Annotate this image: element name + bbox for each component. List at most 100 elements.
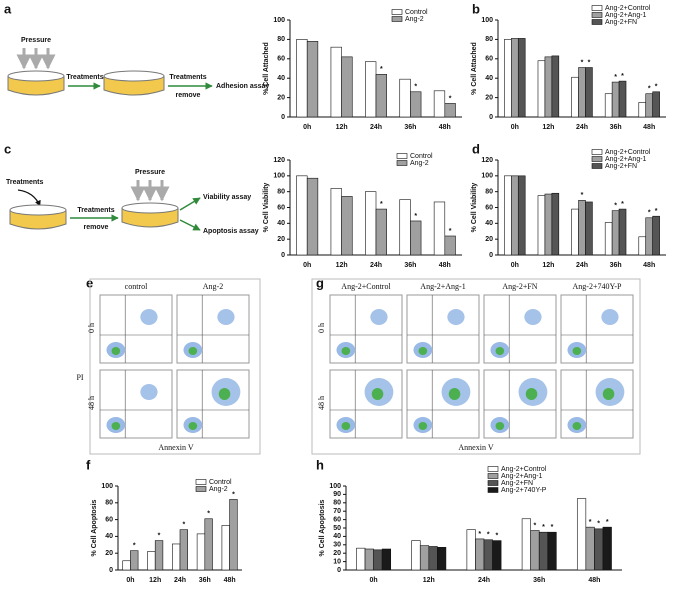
- y-tick-label: 0: [109, 567, 113, 574]
- bar: [330, 46, 342, 118]
- legend-label: Control: [410, 153, 433, 160]
- bar: [530, 530, 540, 571]
- x-tick-label: 48h: [643, 124, 655, 131]
- x-tick-label: 36h: [610, 124, 622, 131]
- significance-star: *: [133, 543, 136, 550]
- x-tick-label: 48h: [439, 124, 451, 131]
- step-label: Treatments: [169, 74, 206, 81]
- y-tick-label: 60: [105, 516, 113, 523]
- bar: [585, 67, 593, 118]
- significance-star: *: [551, 524, 554, 531]
- legend-swatch: [487, 466, 499, 472]
- step-arrow: [179, 197, 201, 211]
- cell-cluster-core: [495, 347, 505, 355]
- panel-label: a: [4, 1, 12, 16]
- significance-star: *: [414, 84, 417, 91]
- y-tick-label: 20: [105, 550, 113, 557]
- bar: [433, 90, 446, 118]
- significance-star: *: [207, 511, 210, 518]
- bar: [399, 199, 411, 256]
- bar: [147, 551, 156, 571]
- y-tick-label: 60: [277, 56, 285, 63]
- bar: [585, 201, 593, 256]
- cell-cluster-core: [111, 347, 121, 355]
- significance-star: *: [648, 86, 651, 93]
- pressure-label: Pressure: [21, 37, 51, 44]
- y-axis-label: % Cell Viability: [263, 183, 270, 233]
- bar: [638, 236, 647, 256]
- bar: [578, 200, 586, 256]
- x-tick-label: 36h: [404, 262, 416, 269]
- significance-star: *: [621, 201, 624, 208]
- x-tick-label: 48h: [224, 577, 236, 584]
- x-tick-label: 12h: [542, 262, 554, 269]
- legend-swatch: [591, 12, 603, 18]
- y-tick-label: 60: [333, 516, 341, 523]
- significance-star: *: [232, 491, 235, 498]
- x-tick-label: 24h: [370, 124, 382, 131]
- bar: [196, 533, 206, 571]
- bar: [122, 560, 131, 571]
- y-tick-label: 100: [481, 17, 493, 24]
- significance-star: *: [449, 95, 452, 102]
- cell-cluster-core: [341, 347, 351, 355]
- legend-swatch: [195, 486, 207, 492]
- flow-row-label: 0 h: [87, 323, 96, 333]
- significance-star: *: [534, 522, 537, 529]
- bar: [544, 56, 553, 118]
- y-tick-label: 80: [277, 36, 285, 43]
- cell-cluster: [140, 384, 158, 400]
- legend-label: Ang-2+Ang-1: [605, 12, 647, 19]
- panel-label: d: [472, 141, 480, 156]
- legend-swatch: [591, 163, 603, 169]
- y-axis-label: % Cell Attached: [263, 42, 270, 95]
- legend-swatch: [487, 487, 499, 493]
- bar: [375, 208, 387, 256]
- assay-label: Viability assay: [203, 194, 251, 201]
- bar: [645, 93, 653, 118]
- y-tick-label: 0: [281, 252, 285, 259]
- legend-label: Ang-2+740Y-P: [501, 487, 547, 494]
- y-tick-label: 60: [485, 56, 493, 63]
- cell-cluster-core: [111, 422, 121, 430]
- cell-cluster-core: [218, 388, 231, 400]
- bar: [365, 191, 377, 256]
- legend-label: Control: [209, 479, 232, 486]
- bar: [466, 529, 476, 571]
- x-tick-label: 24h: [576, 124, 588, 131]
- bar: [504, 175, 512, 256]
- flow-y-label: PI: [76, 373, 83, 382]
- x-tick-label: 48h: [588, 577, 600, 584]
- bar: [551, 55, 560, 118]
- bar: [578, 67, 586, 118]
- bar: [551, 192, 560, 256]
- panel-label: b: [472, 1, 480, 16]
- flow-column-label: Ang-2+Ang-1: [420, 282, 465, 291]
- bar: [364, 548, 374, 571]
- significance-star: *: [589, 519, 592, 526]
- cell-cluster-core: [495, 422, 505, 430]
- flow-frame: [89, 278, 261, 455]
- schematic-a: Pressure Treatments Treatments remove Ad…: [7, 37, 269, 99]
- y-tick-label: 40: [277, 75, 285, 82]
- x-tick-label: 0h: [511, 124, 519, 131]
- y-tick-label: 80: [333, 500, 341, 507]
- y-tick-label: 0: [489, 114, 493, 121]
- cell-cluster-core: [525, 388, 538, 400]
- assay-label: Apoptosis assay: [203, 228, 259, 235]
- flow-plot: [483, 294, 557, 364]
- cell-cluster-core: [418, 347, 428, 355]
- cell-cluster-core: [418, 422, 428, 430]
- x-tick-label: 12h: [423, 577, 435, 584]
- dish-rim: [103, 70, 165, 82]
- legend-swatch: [591, 149, 603, 155]
- x-tick-label: 36h: [533, 577, 545, 584]
- bar: [306, 41, 319, 118]
- x-tick-label: 0h: [511, 262, 519, 269]
- legend-swatch: [591, 5, 603, 11]
- bar: [229, 499, 238, 571]
- bar: [537, 60, 546, 118]
- bar: [645, 217, 653, 256]
- step-arrow: [179, 219, 201, 231]
- y-tick-label: 60: [277, 204, 285, 211]
